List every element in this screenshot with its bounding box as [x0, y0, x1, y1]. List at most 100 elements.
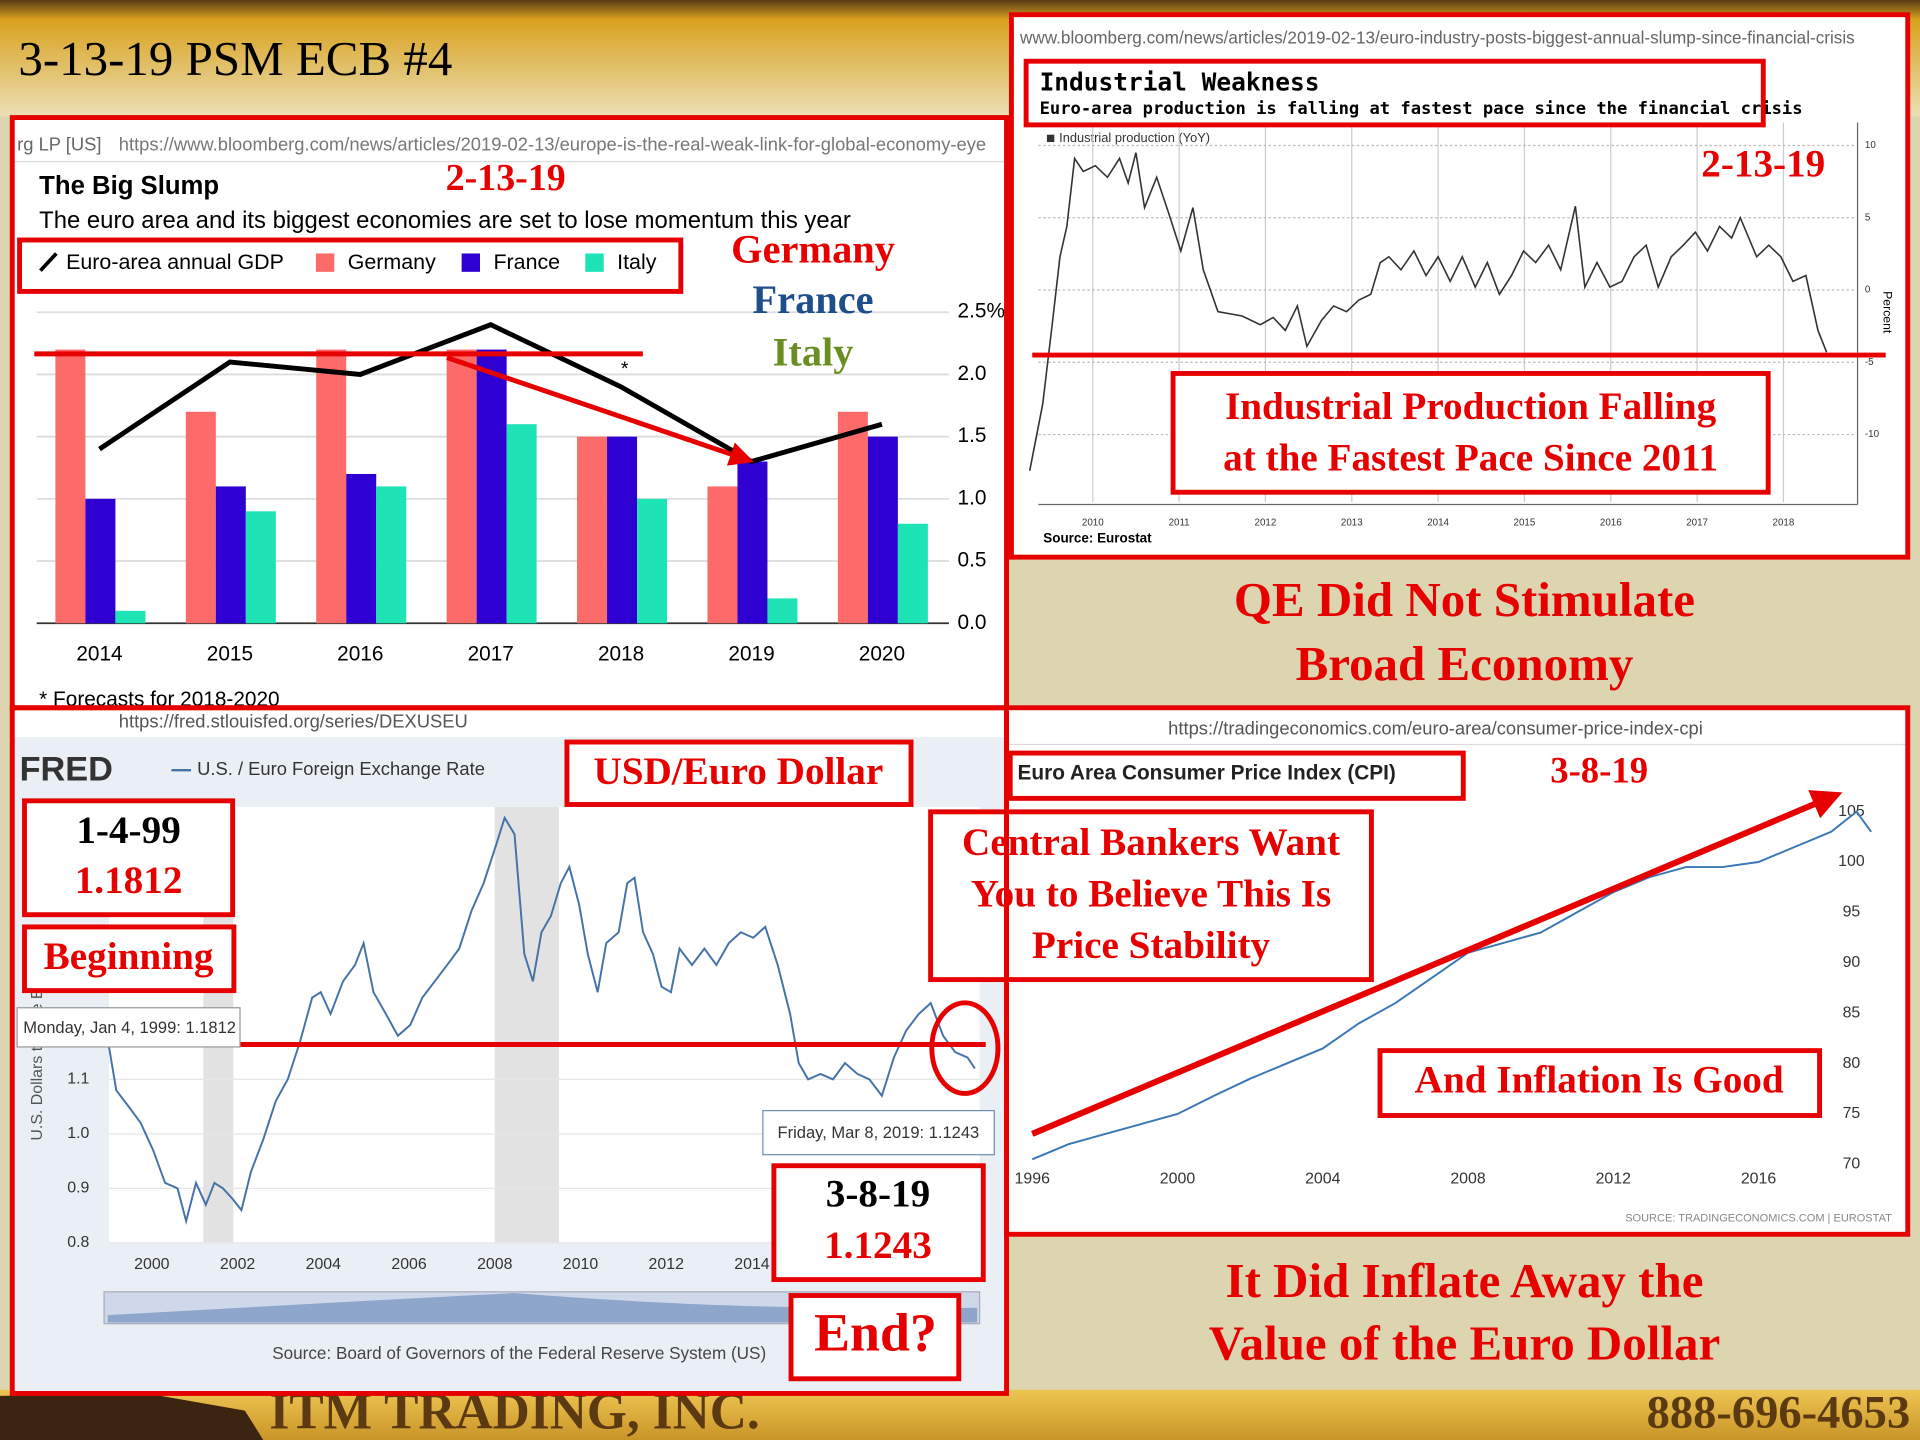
tooltip: Monday, Jan 4, 1999: 1.1812 — [23, 1018, 236, 1037]
data-line — [1028, 152, 1828, 471]
bar — [897, 523, 928, 624]
x-tick-label: 2015 — [207, 643, 253, 666]
annotation: Industrial Production Falling — [1225, 385, 1717, 428]
caption: QE Did Not Stimulate — [1234, 572, 1695, 627]
tooltip-box — [16, 1007, 241, 1048]
tooltip-box — [762, 1110, 995, 1156]
x-tick-label: 2019 — [728, 643, 774, 666]
y-tick-label: 105 — [1838, 803, 1865, 820]
panel-big-slump: rg LP [US] https://www.bloomberg.com/news… — [12, 117, 1007, 708]
chart-subtitle: The euro area and its biggest economies … — [39, 207, 851, 234]
annotation-box — [564, 739, 914, 807]
legend-swatch — [585, 253, 604, 272]
annotation-box — [1377, 1048, 1823, 1118]
annotation: USD/Euro Dollar — [593, 750, 883, 793]
y-tick-label: 1.1 — [67, 1071, 89, 1088]
x-tick-label: 2010 — [1082, 517, 1104, 528]
x-tick-label: 2016 — [337, 643, 383, 666]
bottom-band — [0, 1389, 1920, 1440]
y-tick-label: 1.5 — [958, 424, 987, 447]
bar — [476, 349, 507, 624]
y-tick-label: 70 — [1843, 1156, 1861, 1173]
annotation: Beginning — [44, 935, 214, 978]
legend-swatch — [39, 252, 58, 272]
annotation-box — [1170, 371, 1771, 495]
x-tick-label: 2004 — [1305, 1170, 1341, 1187]
x-tick-label: 2012 — [1596, 1170, 1632, 1187]
x-tick-label: 2004 — [306, 1256, 342, 1273]
panel-cpi: https://tradingeconomics.com/euro-area/c… — [1006, 707, 1908, 1235]
y-axis-label: Percent — [1881, 291, 1895, 334]
bar — [577, 436, 608, 624]
x-tick-label: 2008 — [477, 1256, 513, 1273]
forecast-marker: * — [621, 358, 629, 380]
y-tick-label: -10 — [1865, 429, 1880, 440]
footer-phone: 888-696-4653 — [1647, 1387, 1911, 1438]
arrow — [1031, 790, 1843, 1137]
x-tick-label: 2020 — [859, 643, 905, 666]
footer-ornament — [0, 1393, 264, 1440]
x-tick-label: 2012 — [1255, 517, 1277, 528]
annotation: Germany — [731, 227, 895, 272]
bar — [637, 498, 668, 624]
y-tick-label: 0.0 — [958, 611, 987, 634]
chart-title: The Big Slump — [39, 172, 219, 200]
annotation-box — [788, 1293, 962, 1382]
x-tick-label: 2012 — [649, 1256, 685, 1273]
legend-label: France — [493, 250, 560, 274]
annotation-box — [22, 924, 237, 994]
bar — [316, 349, 347, 624]
x-tick-label: 2018 — [598, 643, 644, 666]
x-tick-label: 2015 — [1514, 517, 1536, 528]
y-tick-label: 95 — [1843, 904, 1861, 921]
url-bar — [12, 707, 1007, 738]
bar — [185, 411, 216, 624]
panel-border — [1008, 12, 1911, 560]
navigator-area — [107, 1293, 978, 1323]
bar — [837, 411, 868, 624]
x-tick-label: 2017 — [1686, 517, 1708, 528]
site: rg LP [US] — [17, 134, 101, 155]
annotations: 2-13-19 Germany France Italy 2-13-19 Industri… — [16, 58, 1886, 1382]
x-tick-label: 2014 — [1427, 517, 1449, 528]
source: Source: Eurostat — [1043, 530, 1152, 545]
annotation-box — [22, 798, 236, 918]
x-tick-label: 2006 — [391, 1256, 427, 1273]
data-line — [108, 815, 976, 1225]
highlight-circle — [929, 1000, 1001, 1096]
source: Source: Board of Governors of the Federa… — [272, 1343, 766, 1363]
title-box — [1007, 750, 1466, 801]
y-tick-label: 5 — [1865, 212, 1871, 223]
bar — [506, 424, 537, 624]
y-tick-label: 85 — [1843, 1004, 1861, 1021]
annotation: France — [752, 277, 873, 322]
y-tick-label: -5 — [1865, 357, 1874, 368]
legend-label: U.S. / Euro Foreign Exchange Rate — [197, 758, 485, 779]
chart-title: Industrial Weakness — [1040, 67, 1320, 96]
y-tick-label: 0.9 — [67, 1180, 89, 1197]
bar — [767, 598, 798, 624]
y-tick-label: 2.5% — [958, 300, 1005, 323]
title-box — [1023, 58, 1766, 128]
annotation: 2-13-19 — [446, 157, 566, 199]
y-tick-label: 0.5 — [958, 549, 987, 572]
caption: Broad Economy — [1296, 636, 1634, 691]
x-tick-label: 2008 — [1450, 1170, 1486, 1187]
url: www.bloomberg.com/news/articles/2019-02-… — [1019, 28, 1855, 48]
annotation: 1.1243 — [824, 1224, 932, 1267]
x-tick-label: 2011 — [1169, 517, 1190, 528]
x-tick-label: 2016 — [1600, 517, 1622, 528]
x-tick-label: 2002 — [220, 1256, 256, 1273]
chart-subtitle: Euro-area production is falling at faste… — [1040, 99, 1803, 119]
bar — [607, 436, 638, 624]
caption: It Did Inflate Away the — [1226, 1253, 1704, 1308]
x-tick-label: 2000 — [1160, 1170, 1196, 1187]
legend-swatch — [461, 253, 480, 272]
caption: Value of the Euro Dollar — [1209, 1315, 1720, 1370]
legend-label: Euro-area annual GDP — [66, 250, 284, 274]
y-tick-label: 90 — [1843, 954, 1861, 971]
legend-swatch — [1046, 134, 1055, 143]
legend-swatch — [315, 253, 335, 272]
